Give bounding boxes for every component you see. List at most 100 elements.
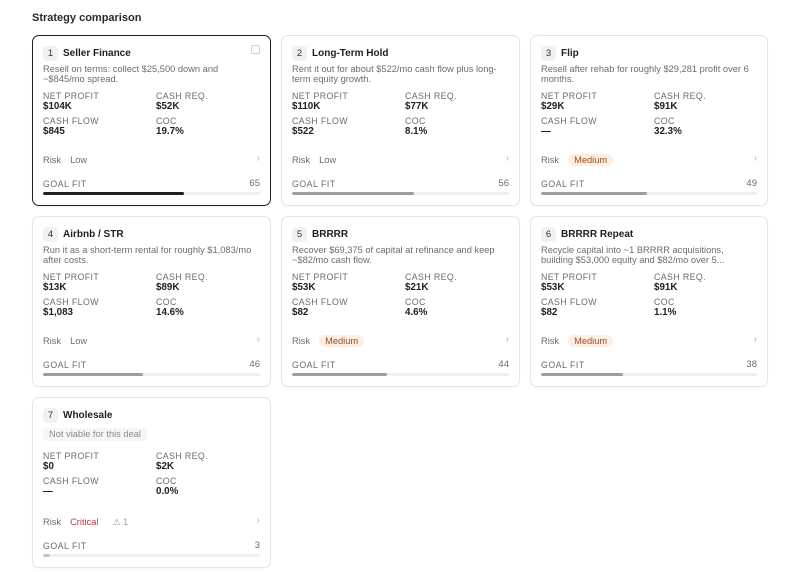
cash-flow-value: $1,083 [43,307,73,318]
metrics-grid: NET PROFIT $104K CASH REQ. $52K CASH FLOW $… [43,91,260,137]
cash-flow-value: $522 [292,126,314,137]
goal-fit-label: GOAL FIT [541,359,585,370]
cash-flow-label: CASH FLOW [541,116,597,126]
not-viable-note: Not viable for this deal [43,428,147,441]
rank-badge: 3 [541,45,556,61]
rank-badge: 6 [541,226,556,242]
risk-label: Risk [541,336,560,346]
goal-fit-label: GOAL FIT [541,178,585,189]
coc-value: 19.7% [156,126,184,137]
net-profit-label: NET PROFIT [43,91,100,101]
risk-label: Risk [43,517,62,527]
strategy-card[interactable]: 5 BRRRR Recover $69,375 of capital at re… [281,216,520,387]
risk-badge: Low [319,155,337,165]
coc-value: 0.0% [156,486,179,497]
risk-label: Risk [43,155,62,165]
goal-fit-bar [541,192,757,195]
rank-badge: 2 [292,45,307,61]
strategy-name: BRRRR [312,228,349,240]
coc-value: 32.3% [654,126,682,137]
metrics-grid: NET PROFIT $110K CASH REQ. $77K CASH FLOW $… [292,91,509,137]
metrics-grid: NET PROFIT $29K CASH REQ. $91K CASH FLOW — … [541,91,757,137]
cash-flow-label: CASH FLOW [43,297,99,307]
goal-fit-row: GOAL FIT 49 [541,178,757,189]
goal-fit-row: GOAL FIT 38 [541,359,757,370]
net-profit-label: NET PROFIT [292,272,349,282]
chevron-right-icon[interactable]: › [256,153,260,164]
risk-badge: Low [70,155,88,165]
net-profit-value: $53K [292,282,316,293]
cash-req-label: CASH REQ. [654,91,706,101]
rank-badge: 7 [43,407,58,423]
cash-req-label: CASH REQ. [654,272,706,282]
goal-fit-fill [43,192,185,195]
coc-label: COC [156,297,177,307]
chevron-right-icon[interactable]: › [256,334,260,345]
strategy-card[interactable]: 2 Long-Term Hold Rent it out for about $… [281,35,520,206]
net-profit-value: $0 [43,461,54,472]
net-profit-label: NET PROFIT [292,91,349,101]
risk-badge: Medium [568,154,614,166]
cash-flow-label: CASH FLOW [43,476,99,486]
goal-fit-label: GOAL FIT [43,359,87,370]
chevron-right-icon[interactable]: › [753,153,757,164]
goal-fit-row: GOAL FIT 44 [292,359,509,370]
strategy-card[interactable]: 7 Wholesale Not viable for this deal NET… [32,397,271,568]
strategy-description: Recycle capital into ~1 BRRRR acquisitio… [541,246,725,265]
strategy-card[interactable]: 1 Seller Finance Resell on terms: collec… [32,35,271,206]
goal-fit-row: GOAL FIT 46 [43,359,260,370]
chevron-right-icon[interactable]: › [256,515,260,526]
cash-req-label: CASH REQ. [405,91,457,101]
cash-req-label: CASH REQ. [405,272,457,282]
net-profit-label: NET PROFIT [541,272,598,282]
cash-req-label: CASH REQ. [156,91,208,101]
goal-fit-label: GOAL FIT [43,178,87,189]
card-header: 4 Airbnb / STR [43,226,260,242]
strategy-name: Long-Term Hold [312,47,389,59]
cash-flow-label: CASH FLOW [541,297,597,307]
goal-fit-label: GOAL FIT [43,540,87,551]
coc-label: COC [654,297,675,307]
cash-req-value: $89K [156,282,180,293]
cash-req-value: $91K [654,101,678,112]
cash-flow-label: CASH FLOW [292,297,348,307]
risk-badge: Critical [70,517,99,527]
chevron-right-icon[interactable]: › [505,153,509,164]
risk-row: Risk Medium › [541,153,757,167]
chevron-right-icon[interactable]: › [753,334,757,345]
risk-badge: Medium [568,335,614,347]
strategy-description: Resell on terms: collect $25,500 down an… [43,65,219,84]
cash-flow-label: CASH FLOW [292,116,348,126]
cash-req-value: $77K [405,101,429,112]
net-profit-value: $53K [541,282,565,293]
coc-value: 8.1% [405,126,428,137]
goal-fit-label: GOAL FIT [292,178,336,189]
risk-label: Risk [292,336,311,346]
doc-icon[interactable] [251,45,260,54]
strategy-card[interactable]: 6 BRRRR Repeat Recycle capital into ~1 B… [530,216,768,387]
risk-label: Risk [292,155,311,165]
net-profit-value: $29K [541,101,565,112]
net-profit-label: NET PROFIT [541,91,598,101]
strategy-name: Flip [561,47,579,59]
strategy-name: Seller Finance [63,47,131,59]
chevron-right-icon[interactable]: › [505,334,509,345]
cash-req-label: CASH REQ. [156,272,208,282]
strategy-card[interactable]: 4 Airbnb / STR Run it as a short-term re… [32,216,271,387]
cash-flow-value: $845 [43,126,65,137]
card-header: 7 Wholesale [43,407,260,423]
goal-fit-value: 46 [249,359,260,370]
cash-flow-value: — [541,126,551,137]
card-header: 5 BRRRR [292,226,509,242]
strategy-card[interactable]: 3 Flip Resell after rehab for roughly $2… [530,35,768,206]
goal-fit-value: 56 [498,178,509,189]
strategy-name: Airbnb / STR [63,228,124,240]
card-header: 2 Long-Term Hold [292,45,509,61]
coc-label: COC [156,476,177,486]
risk-row: Risk Medium › [292,334,509,348]
risk-row: Risk Low › [43,334,260,348]
strategy-description: Rent it out for about $522/mo cash flow … [292,65,497,84]
goal-fit-fill [292,373,388,376]
coc-value: 1.1% [654,307,677,318]
risk-badge: Medium [319,335,365,347]
